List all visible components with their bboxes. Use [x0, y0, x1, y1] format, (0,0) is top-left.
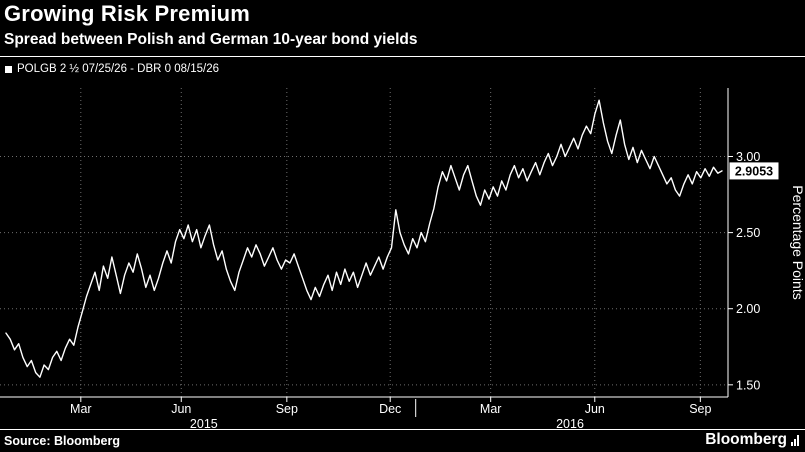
legend-label: POLGB 2 ½ 07/25/26 - DBR 0 08/15/26 — [17, 63, 220, 75]
y-tick-label: 2.00 — [736, 302, 760, 316]
x-tick-label: Jun — [585, 402, 605, 416]
y-axis-title: Percentage Points — [790, 185, 805, 299]
header-divider — [0, 56, 805, 57]
x-tick-label: Mar — [480, 402, 502, 416]
last-value-badge — [729, 162, 779, 180]
footer-divider — [0, 429, 805, 430]
y-tick-label: 3.00 — [736, 150, 760, 164]
x-tick-label: Sep — [276, 402, 298, 416]
bloomberg-chart-icon — [791, 434, 799, 446]
bloomberg-logo-text: Bloomberg — [705, 431, 787, 448]
year-label: 2016 — [556, 417, 584, 431]
legend: POLGB 2 ½ 07/25/26 - DBR 0 08/15/26 — [5, 63, 219, 75]
x-tick-label: Sep — [689, 402, 711, 416]
year-label: 2015 — [190, 417, 218, 431]
last-value-label: 2.9053 — [735, 164, 773, 178]
y-tick-label: 2.50 — [736, 226, 760, 240]
x-tick-label: Jun — [171, 402, 191, 416]
x-tick-label: Mar — [70, 402, 92, 416]
legend-swatch-icon — [5, 65, 12, 73]
y-tick-label: 1.50 — [736, 378, 760, 392]
bloomberg-logo: Bloomberg — [705, 431, 799, 449]
x-tick-label: Dec — [379, 402, 401, 416]
spread-line — [5, 99, 723, 378]
chart-subtitle: Spread between Polish and German 10-year… — [4, 31, 418, 48]
source-label: Source: Bloomberg — [4, 434, 120, 448]
page-title: Growing Risk Premium — [4, 1, 251, 26]
